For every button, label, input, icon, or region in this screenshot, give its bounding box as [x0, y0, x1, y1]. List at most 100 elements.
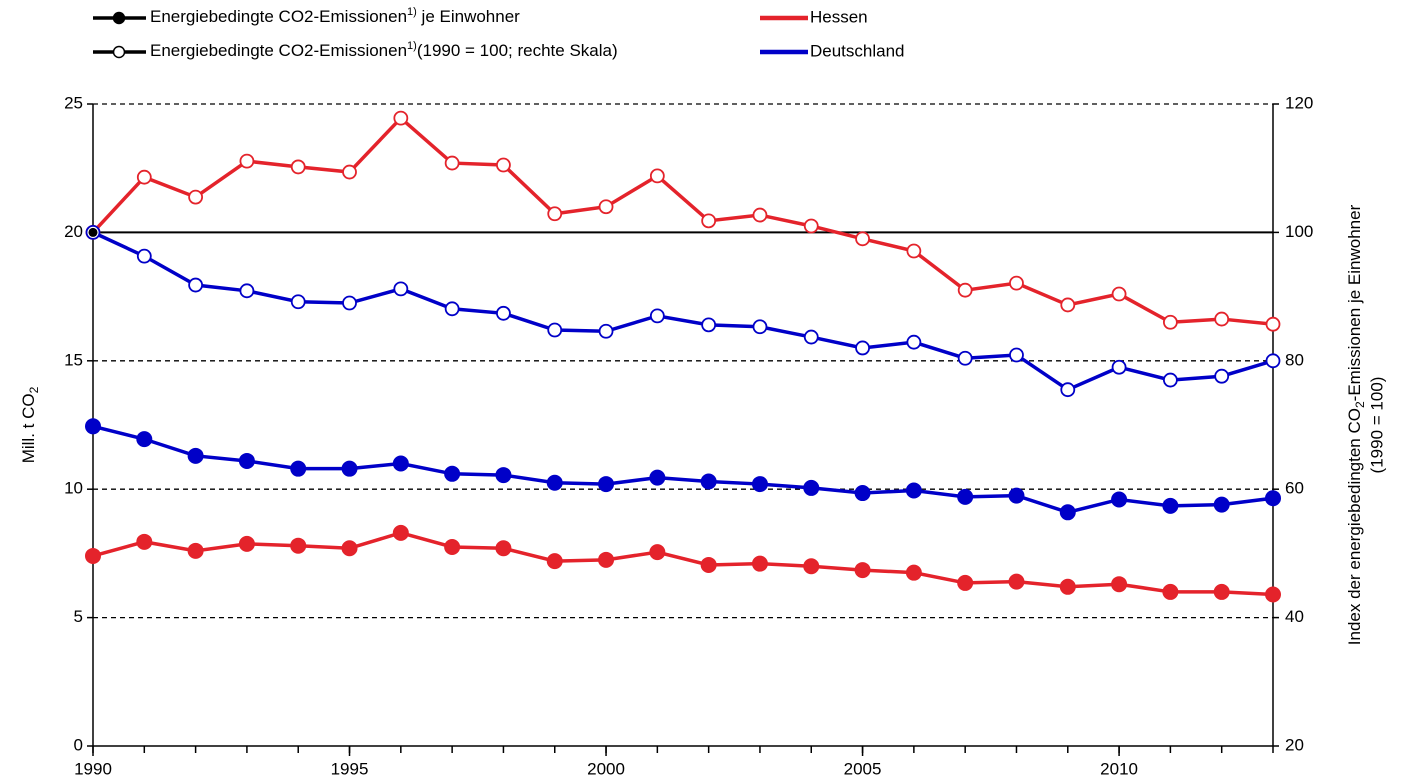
hollow-marker [598, 199, 614, 215]
hollow-marker [803, 329, 819, 345]
y2-axis-title-part: 2 [1353, 401, 1367, 408]
marker [1008, 487, 1025, 504]
marker [546, 474, 563, 491]
x-tick-label: 2005 [844, 759, 882, 778]
hollow-marker [290, 294, 306, 310]
marker [187, 447, 204, 464]
legend-label-part: 1) [407, 6, 417, 18]
hollow-marker [649, 168, 665, 184]
y-tick-label: 15 [64, 350, 83, 369]
y2-tick-label: 100 [1285, 222, 1313, 241]
y2-tick-label: 80 [1285, 350, 1304, 369]
marker [1008, 573, 1025, 590]
marker [1162, 583, 1179, 600]
x-tick-label: 1990 [74, 759, 112, 778]
marker [598, 476, 615, 493]
hollow-marker [393, 281, 409, 297]
hollow-marker [701, 317, 717, 333]
marker [905, 564, 922, 581]
hollow-marker [1265, 353, 1281, 369]
marker [1059, 504, 1076, 521]
marker [341, 460, 358, 477]
marker [649, 544, 666, 561]
marker [1111, 491, 1128, 508]
marker [85, 547, 101, 564]
marker [546, 553, 563, 570]
hollow-marker [701, 213, 717, 229]
marker [803, 558, 820, 575]
legend-label: Energiebedingte CO2-Emissionen1) je Einw… [150, 6, 520, 27]
legend-label-part: (1990 = 100; rechte Skala) [417, 41, 618, 60]
marker [444, 465, 461, 482]
marker [905, 482, 922, 499]
hollow-marker [855, 340, 870, 356]
hollow-marker [649, 308, 665, 324]
marker [1059, 578, 1076, 595]
marker [649, 469, 666, 486]
y-tick-label: 20 [64, 222, 83, 241]
marker [751, 555, 768, 572]
marker [854, 562, 871, 579]
hollow-marker [188, 189, 204, 205]
legend-marker [112, 45, 126, 59]
hollow-marker [188, 277, 204, 293]
y-axis-title-part: 2 [27, 386, 41, 393]
x-tick-label: 1995 [331, 759, 369, 778]
marker [238, 452, 255, 469]
y-axis-title: Mill. t CO2 [19, 386, 41, 463]
marker [1213, 496, 1230, 513]
marker [495, 467, 512, 484]
hollow-marker [342, 164, 357, 180]
legend-label: Deutschland [810, 41, 905, 60]
hollow-marker [496, 305, 511, 321]
hollow-marker [239, 153, 255, 169]
y2-axis-title: Index der energiebedingten CO2-Emissione… [1345, 204, 1367, 645]
hollow-marker [1214, 311, 1230, 327]
hollow-marker [1111, 359, 1127, 375]
marker [700, 473, 717, 490]
hollow-marker [906, 243, 922, 259]
marker [136, 533, 153, 550]
y-tick-label: 5 [74, 607, 83, 626]
hollow-marker [957, 350, 973, 366]
hollow-marker [393, 110, 409, 126]
legend-label-part: Energiebedingte CO2-Emissionen [150, 41, 407, 60]
marker [238, 535, 255, 552]
y2-tick-label: 40 [1285, 607, 1304, 626]
x-tick-label: 2000 [587, 759, 625, 778]
hollow-marker [136, 169, 152, 185]
marker [1111, 576, 1128, 593]
y2-axis-title-part: -Emissionen je Einwohner [1345, 204, 1364, 401]
hollow-marker [1265, 316, 1281, 332]
hollow-marker [1111, 286, 1127, 302]
marker [1162, 497, 1179, 514]
marker [187, 542, 204, 559]
marker [1213, 583, 1230, 600]
hollow-marker [444, 155, 460, 171]
hollow-marker [496, 157, 511, 173]
series-line [91, 115, 1274, 326]
marker [85, 418, 101, 435]
hollow-marker [444, 301, 460, 317]
legend-label: Hessen [810, 7, 868, 26]
series-line [92, 531, 1274, 597]
hollow-marker [855, 231, 870, 247]
marker [1265, 490, 1281, 507]
marker [392, 524, 409, 541]
marker [803, 479, 820, 496]
y-tick-label: 10 [64, 479, 83, 498]
marker [854, 485, 871, 502]
y2-tick-label: 120 [1285, 93, 1313, 112]
y-tick-label: 25 [64, 93, 83, 112]
hollow-marker [1162, 372, 1178, 388]
y2-tick-label: 20 [1285, 735, 1304, 754]
marker [1265, 586, 1281, 603]
legend-label-part: 1) [407, 40, 417, 52]
marker [341, 540, 358, 557]
hollow-marker [957, 282, 973, 298]
y2-tick-label: 60 [1285, 479, 1304, 498]
marker [392, 455, 409, 472]
marker [598, 551, 615, 568]
y2-axis-title-part: Index der energiebedingten CO [1345, 408, 1364, 645]
